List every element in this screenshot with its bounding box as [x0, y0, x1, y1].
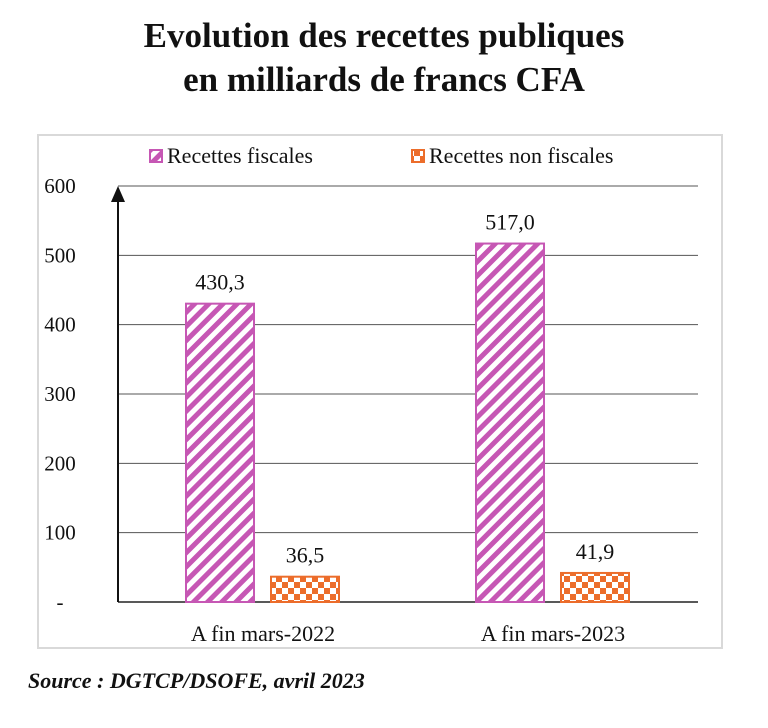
source-note: Source : DGTCP/DSOFE, avril 2023	[28, 668, 365, 693]
y-tick-label: 100	[44, 521, 76, 545]
data-labels: 430,3 36,5 517,0 41,9	[195, 210, 614, 568]
data-label: 36,5	[286, 543, 325, 568]
bar	[185, 302, 255, 603]
y-tick-label: 600	[44, 174, 76, 198]
data-label: 517,0	[485, 210, 535, 235]
legend-swatch	[411, 149, 425, 163]
legend-label: Recettes fiscales	[167, 143, 313, 168]
data-label: 430,3	[195, 270, 245, 295]
y-axis: - 100 200 300 400 500 600	[44, 174, 698, 614]
chart-title: Evolution des recettes publiques en mill…	[0, 14, 768, 102]
bar	[270, 575, 340, 604]
x-tick-label: A fin mars-2022	[191, 621, 335, 646]
x-tick-label: A fin mars-2023	[481, 621, 625, 646]
y-tick-label: 400	[44, 313, 76, 337]
y-tick-label: 300	[44, 382, 76, 406]
chart-title-line-2: en milliards de francs CFA	[183, 60, 585, 99]
data-label: 41,9	[576, 539, 615, 564]
bar	[475, 242, 545, 603]
bars	[185, 242, 630, 604]
x-axis-labels: A fin mars-2022 A fin mars-2023	[191, 621, 625, 646]
legend: Recettes fiscales Recettes non fiscales	[149, 143, 614, 168]
y-tick-label: -	[57, 590, 64, 614]
legend-label: Recettes non fiscales	[429, 143, 614, 168]
y-tick-label: 500	[44, 243, 76, 267]
bar	[560, 571, 630, 604]
y-axis-arrow	[111, 186, 125, 202]
legend-swatch	[149, 149, 163, 163]
chart-title-line-1: Evolution des recettes publiques	[143, 16, 625, 55]
y-tick-label: 200	[44, 451, 76, 475]
chart-frame	[37, 134, 723, 649]
